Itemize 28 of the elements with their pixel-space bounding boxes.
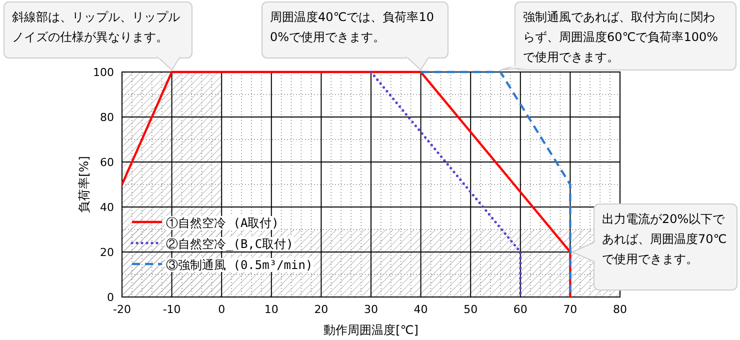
y-axis-title: 負荷率[%] — [77, 156, 91, 213]
x-tick-label: -10 — [162, 303, 181, 316]
annotation: 周囲温度40℃では、負荷率100%で使用できます。 — [270, 10, 434, 44]
annotation: 強制通風であれば、取付方向に関わらず、周囲温度60℃で負荷率100%で使用できます。 — [523, 10, 718, 64]
legend-label: ①自然空冷 (A取付) — [166, 216, 279, 230]
x-tick-label: 20 — [314, 303, 328, 316]
y-tick-label: 80 — [100, 111, 114, 124]
x-tick-label: 0 — [218, 303, 226, 316]
legend-label: ②自然空冷_(B,C取付) — [166, 237, 294, 251]
x-tick-label: -20 — [113, 303, 131, 316]
y-tick-label: 20 — [100, 246, 114, 259]
x-tick-label: 10 — [264, 303, 278, 316]
annotation: 出力電流が20%以下であれば、周囲温度70℃で使用できます。 — [602, 212, 727, 266]
callout: 出力電流が20%以下であれば、周囲温度70℃で使用できます。 — [570, 204, 738, 290]
x-axis-title: 動作周囲温度[℃] — [324, 323, 418, 337]
x-tick-label: 30 — [364, 303, 378, 316]
y-tick-label: 0 — [107, 291, 114, 304]
y-tick-label: 60 — [100, 156, 114, 169]
annotation: 斜線部は、リップル、リップルノイズの仕様が異なります。 — [12, 10, 180, 44]
callout: 周囲温度40℃では、負荷率100%で使用できます。 — [262, 2, 448, 71]
callout: 強制通風であれば、取付方向に関わらず、周囲温度60℃で負荷率100%で使用できます。 — [500, 2, 736, 70]
x-tick-label: 80 — [613, 303, 627, 316]
x-tick-label: 70 — [563, 303, 578, 316]
x-tick-label: 50 — [464, 303, 478, 316]
x-tick-label: 60 — [513, 303, 528, 316]
y-tick-label: 40 — [100, 201, 114, 214]
legend-label: ③強制通風 (0.5m³/min) — [166, 258, 313, 272]
x-tick-label: 40 — [414, 303, 428, 316]
